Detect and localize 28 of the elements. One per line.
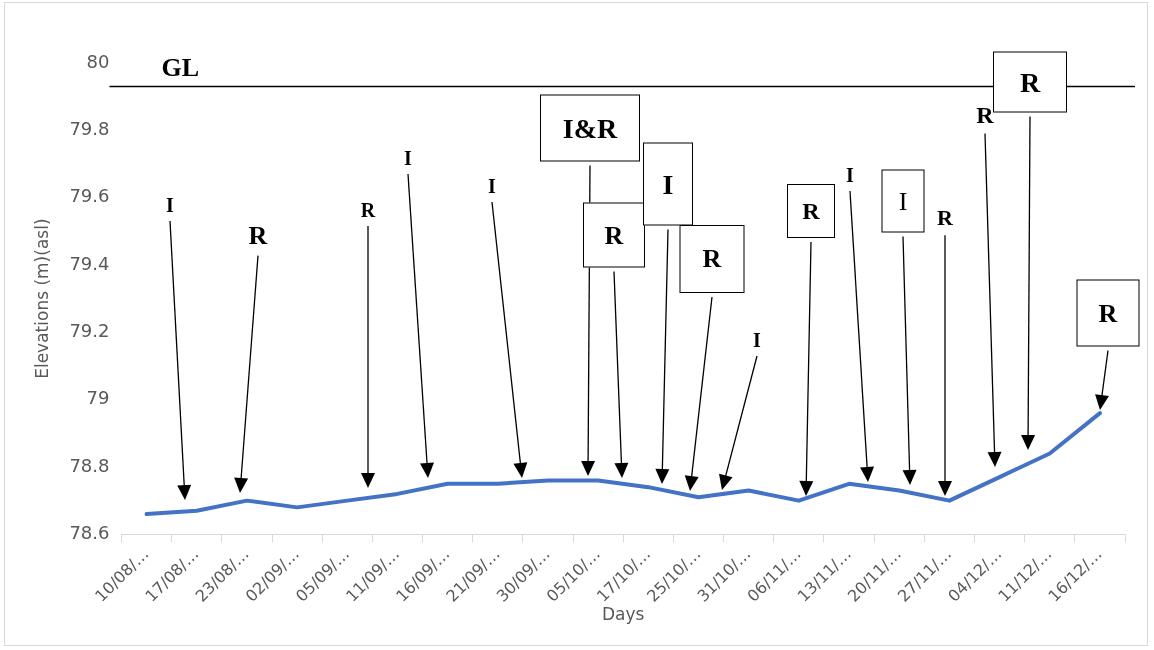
annotation: I	[488, 175, 496, 197]
annotation: I&R	[540, 94, 640, 162]
annotation: R	[360, 199, 376, 221]
annotation: R	[679, 225, 745, 293]
annotation: R	[976, 102, 994, 128]
y-tick-label: 80	[86, 50, 110, 72]
annotation: I	[166, 194, 174, 216]
annotation: R	[583, 202, 645, 268]
y-tick-label: 79	[86, 387, 110, 409]
annotation: I	[846, 164, 854, 186]
y-tick-label: 79.4	[69, 252, 110, 274]
y-tick-label: 78.8	[69, 454, 110, 476]
y-tick-label: 78.6	[69, 521, 110, 543]
annotation: I	[643, 142, 693, 226]
annotation: R	[787, 184, 835, 238]
x-axis-title: Days	[602, 604, 645, 625]
y-tick-label: 79.2	[69, 319, 110, 341]
annotation: R	[248, 221, 268, 250]
annotation: R	[993, 51, 1067, 113]
ref-line-label: GL	[161, 53, 200, 83]
annotation: I	[404, 147, 412, 169]
y-tick-label: 79.6	[69, 185, 110, 207]
annotation: I	[881, 169, 925, 233]
y-tick-label: 79.8	[69, 118, 110, 139]
annotation: R	[937, 205, 953, 230]
y-axis-title: Elevations (m)(asl)	[31, 218, 52, 379]
annotation: R	[1076, 279, 1140, 347]
annotation: I	[753, 329, 761, 351]
